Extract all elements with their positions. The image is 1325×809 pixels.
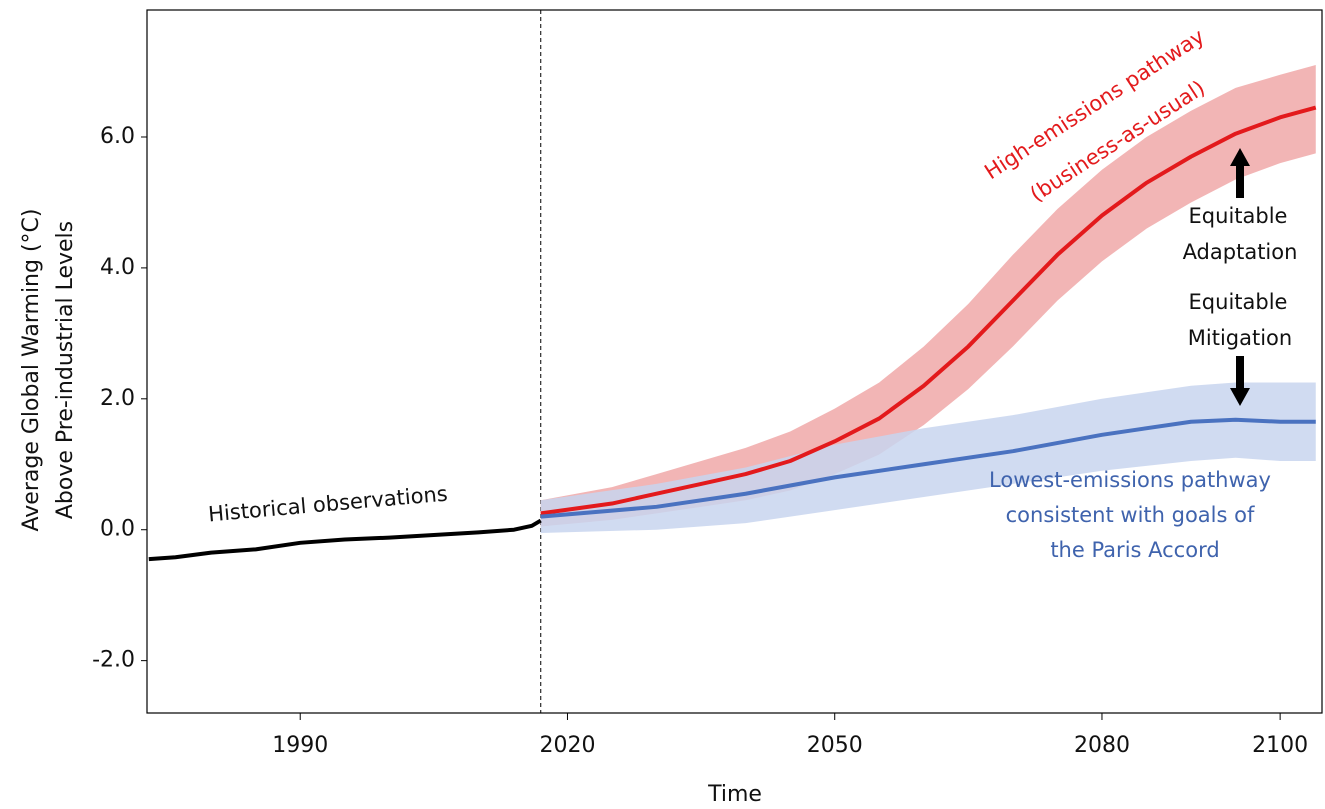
plot-area: [148, 10, 1317, 713]
plot-frame: [146, 9, 1323, 714]
annotation: Adaptation: [1183, 240, 1298, 264]
series-line: [148, 518, 542, 562]
annotation: Historical observations: [207, 482, 448, 527]
uncertainty-band: [540, 64, 1316, 527]
annotation: the Paris Accord: [1050, 538, 1219, 562]
arrow-up: [1230, 148, 1250, 198]
x-axis-label: Time: [707, 782, 762, 807]
y-tick-label: -2.0: [92, 648, 135, 673]
annotation: consistent with goals of: [1006, 503, 1255, 527]
y-tick-label: 6.0: [100, 124, 135, 149]
series-line: [540, 417, 1316, 519]
annotation: Equitable: [1189, 204, 1288, 228]
arrow-down: [1230, 356, 1250, 406]
y-tick-label: 0.0: [100, 517, 135, 542]
x-tick-label: 2050: [807, 733, 863, 758]
y-axis-label: Above Pre-industrial Levels: [53, 221, 78, 519]
x-tick-label: 2020: [539, 733, 595, 758]
annotation: Lowest-emissions pathway: [989, 468, 1271, 492]
y-tick-label: 2.0: [100, 386, 135, 411]
series-line: [540, 105, 1317, 516]
x-tick-label: 1990: [272, 733, 328, 758]
y-tick-label: 4.0: [100, 255, 135, 280]
annotation: Mitigation: [1188, 326, 1292, 350]
x-tick-label: 2080: [1074, 733, 1130, 758]
annotation: Equitable: [1189, 290, 1288, 314]
y-axis-label: Average Global Warming (°C): [19, 209, 44, 532]
x-tick-label: 2100: [1252, 733, 1308, 758]
